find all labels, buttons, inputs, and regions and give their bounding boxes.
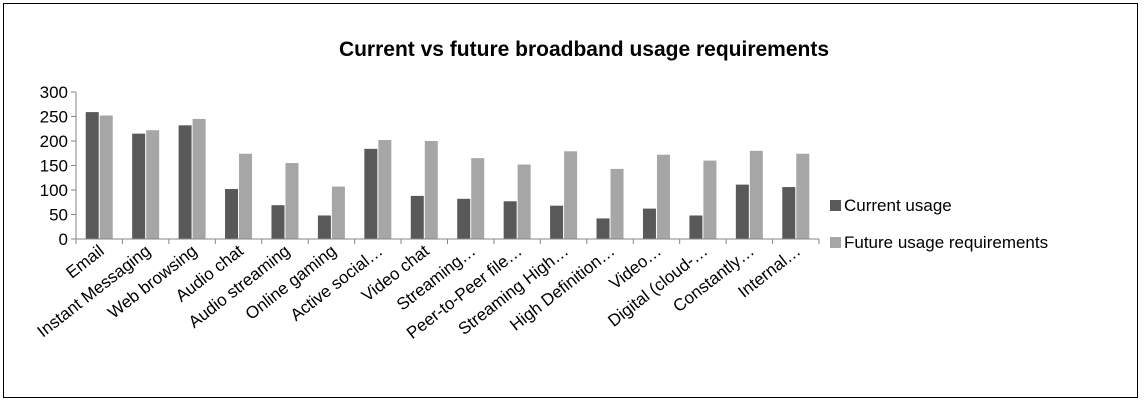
bar-future-usage (656, 154, 670, 239)
bar-current-usage (225, 189, 239, 239)
bar-current-usage (178, 125, 192, 239)
legend: Current usage Future usage requirements (830, 196, 1048, 252)
bars (85, 112, 810, 239)
bar-current-usage (689, 215, 703, 239)
bar-future-usage (517, 164, 531, 239)
y-tick-label: 300 (40, 83, 68, 102)
bar-future-usage (471, 158, 485, 239)
y-tick-label: 100 (40, 181, 68, 200)
chart-title: Current vs future broadband usage requir… (339, 38, 829, 61)
bar-future-usage (703, 160, 717, 239)
chart-frame: Current vs future broadband usage requir… (3, 3, 1138, 398)
bar-future-usage (610, 168, 624, 239)
bar-future-usage (192, 118, 206, 239)
bar-future-usage (285, 163, 299, 239)
bar-future-usage (146, 130, 160, 239)
bar-current-usage (271, 205, 285, 239)
legend-swatch (830, 200, 841, 211)
bar-future-usage (378, 140, 392, 239)
bar-future-usage (749, 150, 763, 239)
y-tick-label: 150 (40, 157, 68, 176)
legend-swatch (830, 237, 841, 248)
bar-current-usage (550, 205, 564, 239)
bar-future-usage (564, 151, 578, 239)
bar-current-usage (132, 133, 146, 239)
y-tick-label: 250 (40, 108, 68, 127)
bar-future-usage (331, 186, 345, 239)
bar-current-usage (457, 198, 471, 239)
bar-future-usage (796, 153, 810, 239)
bar-current-usage (782, 187, 796, 239)
bar-current-usage (596, 218, 610, 239)
bar-current-usage (317, 215, 331, 239)
legend-label: Future usage requirements (844, 233, 1048, 252)
legend-label: Current usage (844, 196, 952, 215)
bar-current-usage (410, 195, 424, 239)
bar-current-usage (735, 184, 749, 239)
bar-current-usage (85, 112, 99, 239)
y-tick-label: 50 (49, 206, 68, 225)
bar-future-usage (99, 115, 113, 239)
bar-current-usage (503, 201, 517, 239)
bar-current-usage (642, 208, 656, 239)
bar-chart: Current vs future broadband usage requir… (34, 38, 1048, 343)
axes (75, 92, 820, 244)
y-axis-ticks: 0 50 100 150 200 250 300 (40, 83, 76, 249)
bar-current-usage (364, 148, 378, 239)
y-tick-label: 0 (59, 230, 68, 249)
y-tick-label: 200 (40, 132, 68, 151)
bar-future-usage (239, 153, 253, 239)
bar-future-usage (424, 141, 438, 239)
